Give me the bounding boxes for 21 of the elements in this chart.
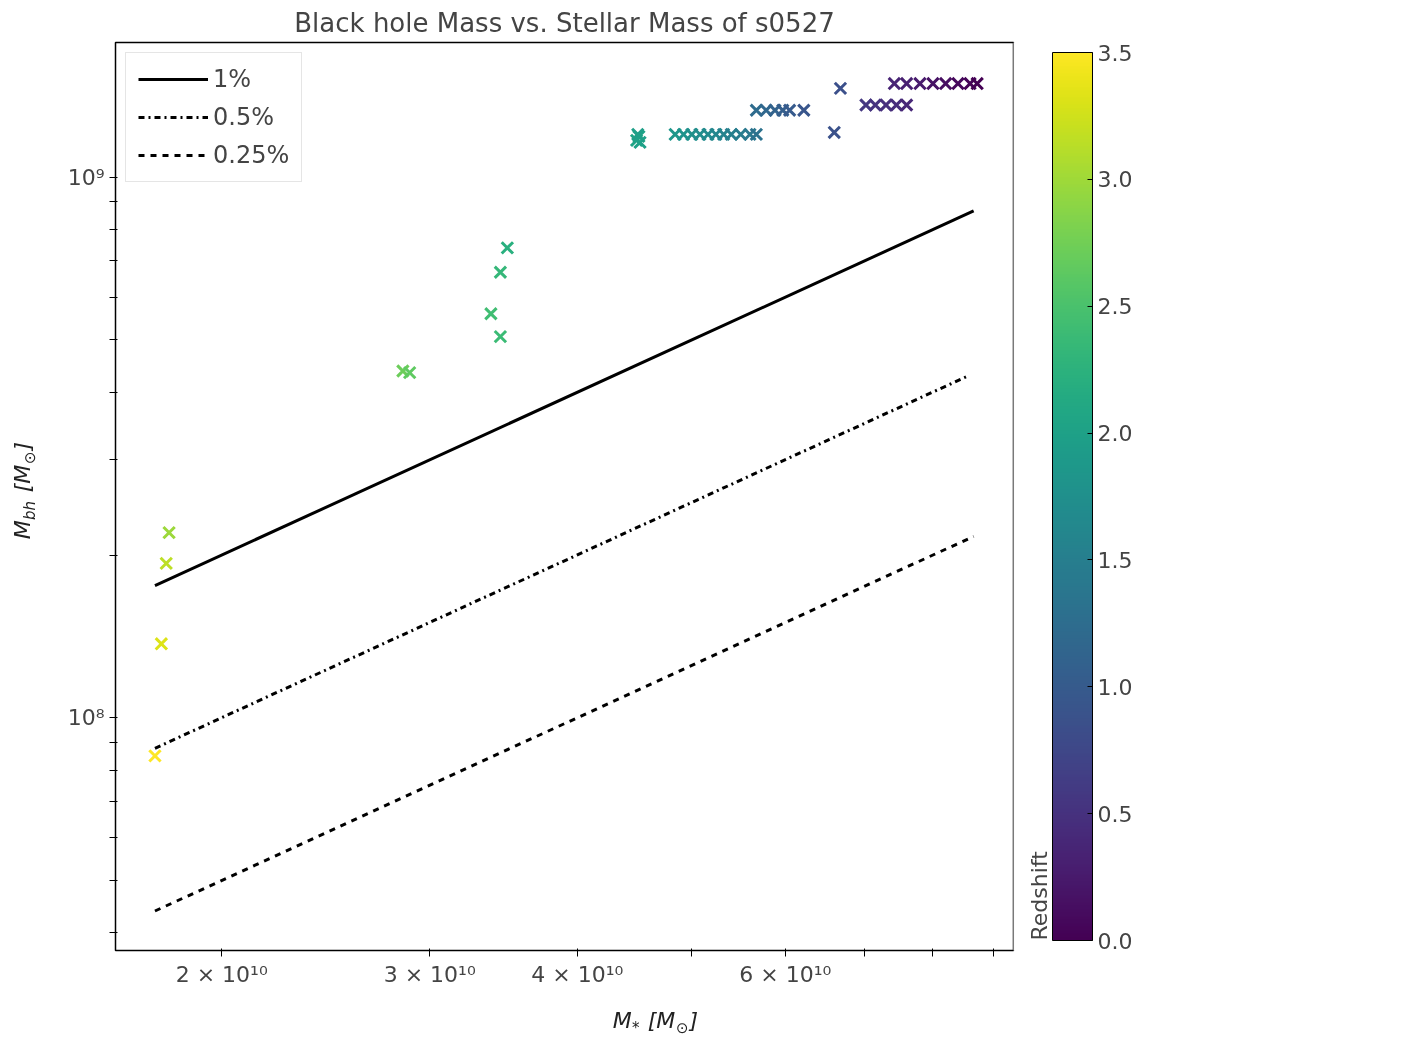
color-bar-label: 0.5 xyxy=(1097,801,1133,827)
color-bar-label: 1.0 xyxy=(1097,674,1133,700)
chart-title: Black hole Mass vs. Stellar Mass of s0527 xyxy=(294,7,835,38)
y-tick-label: 10⁸ xyxy=(67,705,105,731)
y-axis-title: Mbh [M⊙] xyxy=(10,441,39,540)
color-bar-label: 1.5 xyxy=(1097,547,1133,573)
color-bar-label: 2.5 xyxy=(1097,294,1133,320)
legend-label: 0.5% xyxy=(213,103,274,131)
y-tick-label: 10⁹ xyxy=(67,164,105,190)
color-bar-label: 3.0 xyxy=(1097,167,1133,193)
legend-label: 1% xyxy=(213,65,252,93)
legend-label: 0.25% xyxy=(213,141,290,169)
x-tick-label: 3 × 10¹⁰ xyxy=(383,961,476,987)
x-tick-label: 4 × 10¹⁰ xyxy=(531,961,624,987)
color-bar-label: 2.0 xyxy=(1097,421,1133,447)
x-tick-label: 2 × 10¹⁰ xyxy=(175,961,268,987)
color-bar-label: 0.0 xyxy=(1097,928,1133,954)
x-axis-title: M* [M⊙] xyxy=(612,1008,699,1037)
x-tick-label: 6 × 10¹⁰ xyxy=(739,961,832,987)
color-bar-title: Redshift xyxy=(1026,850,1052,941)
color-bar-label: 3.5 xyxy=(1097,40,1133,66)
